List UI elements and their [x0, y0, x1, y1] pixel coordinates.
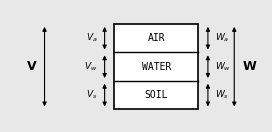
Text: $V_a$: $V_a$ [86, 32, 97, 44]
Bar [114, 24, 199, 109]
Text: AIR: AIR [147, 33, 165, 43]
Text: $V_w$: $V_w$ [84, 60, 97, 73]
Text: SOIL: SOIL [144, 90, 168, 100]
Text: V: V [26, 60, 36, 73]
Text: W: W [243, 60, 256, 73]
Text: $W_w$: $W_w$ [215, 60, 231, 73]
Text: $W_a$: $W_a$ [215, 32, 229, 44]
Text: WATER: WATER [142, 62, 171, 72]
Text: $V_s$: $V_s$ [86, 89, 97, 101]
Text: $W_s$: $W_s$ [215, 89, 229, 101]
